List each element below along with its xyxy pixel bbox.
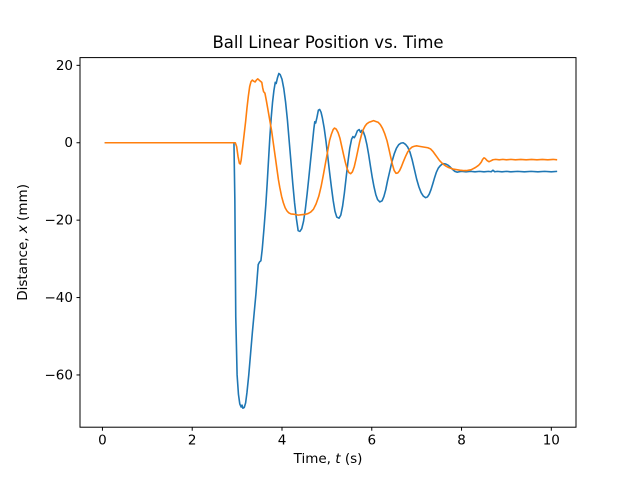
x-axis-label: Time, t (s): [293, 451, 363, 467]
x-tick-label: 4: [278, 433, 287, 449]
y-tick-label: −60: [45, 367, 74, 383]
series-line-ball-position-orange: [104, 78, 558, 216]
plot-background: [80, 57, 576, 428]
y-tick-label: 0: [64, 135, 73, 151]
x-axis-label-unit: (s): [341, 451, 363, 467]
y-tick-label: −40: [45, 290, 74, 306]
x-tick-label: 0: [98, 433, 107, 449]
x-axis-label-symbol: t: [335, 451, 341, 467]
chart-title: Ball Linear Position vs. Time: [212, 33, 443, 52]
y-axis-label: Distance, x (mm): [15, 184, 31, 301]
x-tick-label: 6: [367, 433, 376, 449]
x-tick-label: 8: [457, 433, 466, 449]
y-tick-label: 20: [56, 58, 73, 74]
y-axis-label-unit: (mm): [15, 184, 31, 225]
y-axis-label-text: Distance,: [15, 233, 31, 301]
plot-area-group: 0 2 4 6 8 10 20 0 −20 −40 −60: [45, 57, 577, 449]
x-tick-label: 10: [543, 433, 560, 449]
x-axis-label-text: Time,: [293, 451, 336, 467]
axes-spines: [79, 57, 577, 428]
series-line-ball-position-blue: [104, 72, 558, 410]
x-tick-label: 2: [188, 433, 197, 449]
y-tick-label: −20: [45, 213, 74, 229]
y-axis-label-symbol: x: [15, 224, 31, 234]
